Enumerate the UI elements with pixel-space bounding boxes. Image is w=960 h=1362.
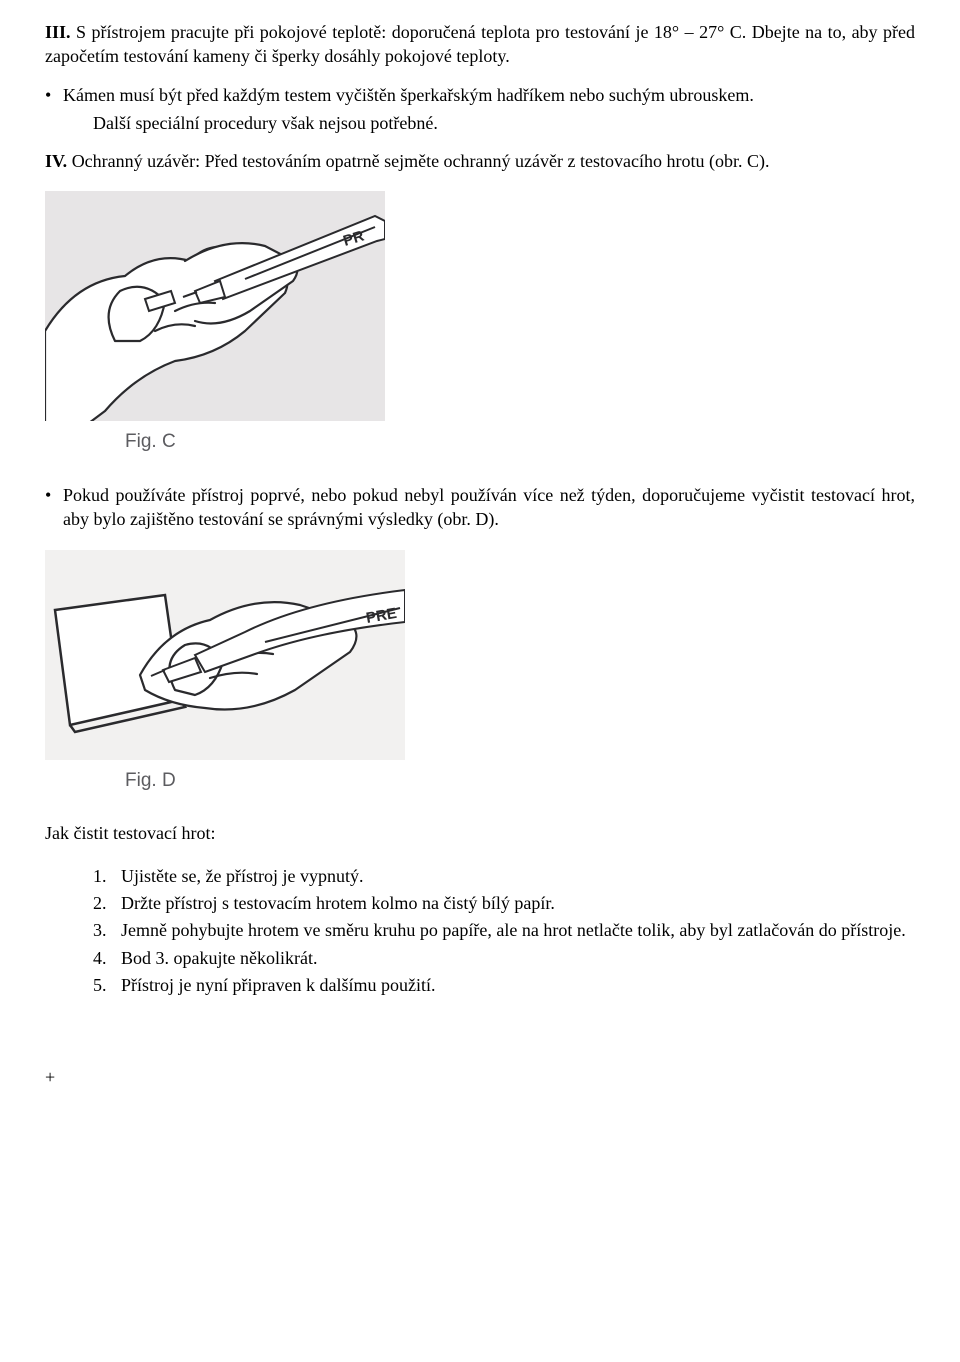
section-iii: III. S přístrojem pracujte při pokojové …	[45, 20, 915, 69]
footer-mark: +	[45, 1065, 915, 1089]
cleaning-heading: Jak čistit testovací hrot:	[45, 821, 915, 845]
section-iv: IV. Ochranný uzávěr: Před testováním opa…	[45, 149, 915, 173]
bullet-text-line1: Kámen musí být před každým testem vyčišt…	[63, 83, 915, 107]
figure-c-label: Fig. C	[125, 429, 915, 455]
figure-d-label: Fig. D	[125, 768, 915, 794]
section-iv-text: Ochranný uzávěr: Před testováním opatrně…	[67, 151, 769, 171]
figure-d-svg: PRE	[45, 550, 405, 760]
figure-c: PR Fig. C	[45, 191, 915, 455]
section-iv-label: IV.	[45, 151, 67, 171]
bullet-text-line2: Další speciální procedury však nejsou po…	[93, 111, 915, 135]
bullet-text-2: Pokud používáte přístroj poprvé, nebo po…	[63, 483, 915, 532]
bullet-dot: •	[45, 83, 63, 107]
step-1: Ujistěte se, že přístroj je vypnutý.	[93, 864, 915, 888]
step-3: Jemně pohybujte hrotem ve směru kruhu po…	[93, 918, 915, 942]
bullet-block-1: • Kámen musí být před každým testem vyči…	[45, 83, 915, 136]
cleaning-steps: Ujistěte se, že přístroj je vypnutý. Drž…	[93, 864, 915, 997]
figure-d: PRE Fig. D	[45, 550, 915, 794]
bullet-item-2: • Pokud používáte přístroj poprvé, nebo …	[45, 483, 915, 532]
section-iii-label: III.	[45, 22, 71, 42]
section-iii-text: S přístrojem pracujte při pokojové teplo…	[45, 22, 915, 66]
step-5: Přístroj je nyní připraven k dalšímu pou…	[93, 973, 915, 997]
bullet-block-2: • Pokud používáte přístroj poprvé, nebo …	[45, 483, 915, 532]
step-2: Držte přístroj s testovacím hrotem kolmo…	[93, 891, 915, 915]
step-4: Bod 3. opakujte několikrát.	[93, 946, 915, 970]
figure-c-svg: PR	[45, 191, 385, 421]
bullet-item-1: • Kámen musí být před každým testem vyči…	[45, 83, 915, 107]
bullet-dot: •	[45, 483, 63, 532]
